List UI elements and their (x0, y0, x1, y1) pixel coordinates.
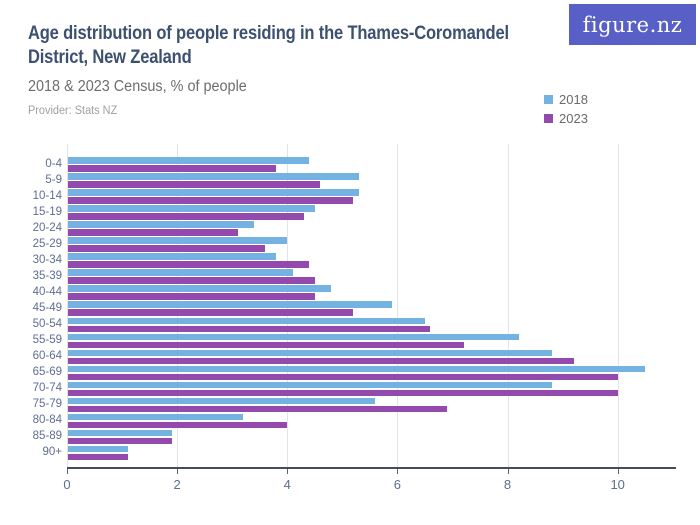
bar-2023-40-44 (68, 293, 315, 300)
x-tick-label-8: 8 (503, 477, 512, 492)
bar-2018-90+ (68, 445, 128, 453)
y-axis-label-40-44: 40-44 (32, 285, 62, 298)
gridline-10 (617, 144, 619, 468)
bar-2018-5-9 (68, 173, 359, 180)
bar-2023-20-24 (68, 229, 238, 236)
y-axis-label-85-89: 85-89 (32, 430, 62, 443)
bar-2018-70-74 (68, 381, 552, 389)
y-axis-label-45-49: 45-49 (32, 301, 62, 314)
bar-2018-25-29 (68, 237, 288, 244)
x-tick-label-10: 10 (610, 477, 625, 492)
y-axis-label-20-24: 20-24 (32, 221, 62, 234)
y-axis-label-15-19: 15-19 (32, 205, 62, 218)
page-title-line-1: Age distribution of people residing in t… (28, 23, 509, 44)
y-axis-label-5-9: 5-9 (45, 173, 62, 186)
legend-label-2018: 2018 (559, 92, 588, 107)
x-tick-label-6: 6 (393, 477, 402, 492)
bar-2018-75-79 (68, 397, 376, 405)
legend-swatch-2023 (544, 114, 553, 123)
x-tick-6 (397, 468, 399, 474)
y-axis-label-55-59: 55-59 (32, 334, 62, 347)
x-tick-label-2: 2 (173, 477, 181, 492)
chart-subtitle: 2018 & 2023 Census, % of people (28, 78, 247, 95)
bar-2023-25-29 (68, 245, 266, 252)
bar-2023-60-64 (68, 357, 574, 365)
bar-2023-30-34 (68, 261, 310, 268)
chart-header: Age distribution of people residing in t… (28, 22, 581, 117)
chart-legend: 2018 2023 (544, 90, 588, 128)
y-axis-label-10-14: 10-14 (32, 189, 62, 202)
x-tick-label-4: 4 (283, 477, 291, 492)
figure-nz-logo[interactable]: figure.nz (569, 4, 696, 45)
bar-2023-5-9 (68, 181, 321, 188)
figure-nz-logo-text: figure.nz (582, 12, 683, 37)
bar-2018-80-84 (68, 413, 244, 421)
bar-2018-65-69 (68, 365, 646, 373)
bar-2018-45-49 (68, 301, 392, 308)
y-axis-label-65-69: 65-69 (32, 366, 62, 379)
x-axis-line (67, 467, 676, 469)
legend-label-2023: 2023 (559, 111, 588, 126)
legend-item-2023: 2023 (544, 109, 588, 128)
bar-2023-35-39 (68, 277, 315, 284)
bar-2023-80-84 (68, 421, 288, 429)
bar-2018-60-64 (68, 349, 552, 357)
bar-2018-55-59 (68, 333, 519, 341)
bar-2023-75-79 (68, 405, 447, 413)
bar-2023-10-14 (68, 197, 354, 204)
bar-2018-50-54 (68, 317, 425, 324)
page-title-line-2: District, New Zealand (28, 47, 192, 68)
y-axis-label-90+: 90+ (42, 446, 62, 459)
y-axis-label-60-64: 60-64 (32, 350, 62, 363)
bar-2018-30-34 (68, 253, 277, 260)
y-axis-label-75-79: 75-79 (32, 398, 62, 411)
bar-2023-85-89 (68, 437, 172, 445)
x-tick-label-0: 0 (63, 477, 71, 492)
bar-2023-15-19 (68, 213, 304, 220)
y-axis-label-0-4: 0-4 (45, 157, 62, 170)
y-axis-label-70-74: 70-74 (32, 382, 62, 395)
bar-2018-35-39 (68, 269, 293, 276)
y-axis-label-30-34: 30-34 (32, 253, 62, 266)
legend-swatch-2018 (544, 95, 553, 104)
bar-2018-15-19 (68, 205, 315, 212)
bar-2023-45-49 (68, 309, 354, 316)
y-axis-label-50-54: 50-54 (32, 318, 62, 330)
bar-2023-65-69 (68, 373, 618, 381)
bar-2018-20-24 (68, 221, 255, 228)
bar-2018-40-44 (68, 285, 332, 292)
x-tick-2 (177, 468, 179, 474)
bar-2023-70-74 (68, 389, 618, 397)
x-tick-10 (617, 468, 619, 474)
y-axis-label-25-29: 25-29 (32, 237, 62, 250)
gridline-0 (67, 144, 68, 468)
x-tick-0 (67, 468, 68, 474)
bar-2018-0-4 (68, 157, 310, 164)
gridline-6 (397, 144, 399, 468)
bar-2023-0-4 (68, 165, 277, 172)
x-tick-8 (507, 468, 509, 474)
legend-item-2018: 2018 (544, 90, 588, 109)
bar-2023-90+ (68, 453, 128, 461)
bar-2018-85-89 (68, 429, 172, 437)
x-tick-4 (287, 468, 289, 474)
bar-2023-55-59 (68, 341, 464, 349)
bar-2023-50-54 (68, 325, 431, 332)
y-axis-label-80-84: 80-84 (32, 414, 62, 427)
y-axis-label-35-39: 35-39 (32, 269, 62, 282)
bar-2018-10-14 (68, 189, 359, 196)
provider-text: Provider: Stats NZ (28, 105, 118, 117)
gridline-8 (507, 144, 509, 468)
